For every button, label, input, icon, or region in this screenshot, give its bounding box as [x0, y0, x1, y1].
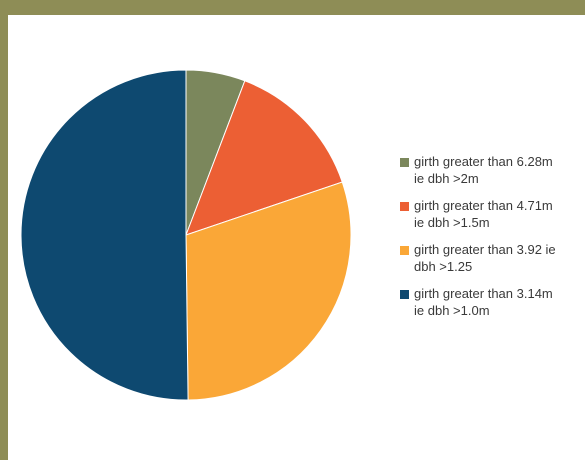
legend-item-girth-6-28m: girth greater than 6.28m ie dbh >2m	[399, 153, 585, 187]
pie-chart	[20, 69, 352, 401]
pie-slice-1	[185, 80, 343, 236]
legend-swatch	[400, 246, 409, 255]
legend-swatch	[400, 158, 409, 167]
legend-item-girth-3-92: girth greater than 3.92 ie dbh >1.25	[399, 241, 585, 275]
legend-swatch	[400, 202, 409, 211]
chart-panel: girth greater than 6.28m ie dbh >2m girt…	[8, 15, 585, 460]
legend-label-line2: dbh >1.25	[414, 259, 473, 274]
legend-label-line1: girth greater than 3.92 ie	[414, 242, 556, 257]
legend-label-line1: girth greater than 4.71m	[414, 198, 553, 213]
pie-slice-3	[20, 69, 189, 401]
legend-label-line1: girth greater than 3.14m	[414, 286, 553, 301]
legend-label-line2: ie dbh >1.0m	[414, 303, 490, 318]
legend-swatch	[400, 290, 409, 299]
pie-slice-2	[185, 181, 352, 401]
frame-left-border	[0, 0, 8, 460]
legend-label-line1: girth greater than 6.28m	[414, 154, 553, 169]
legend-item-girth-4-71m: girth greater than 4.71m ie dbh >1.5m	[399, 197, 585, 231]
chart-legend: girth greater than 6.28m ie dbh >2m girt…	[399, 153, 585, 329]
legend-label-line2: ie dbh >1.5m	[414, 215, 490, 230]
legend-item-girth-3-14m: girth greater than 3.14m ie dbh >1.0m	[399, 285, 585, 319]
frame-top-border	[0, 0, 585, 15]
legend-label-line2: ie dbh >2m	[414, 171, 479, 186]
